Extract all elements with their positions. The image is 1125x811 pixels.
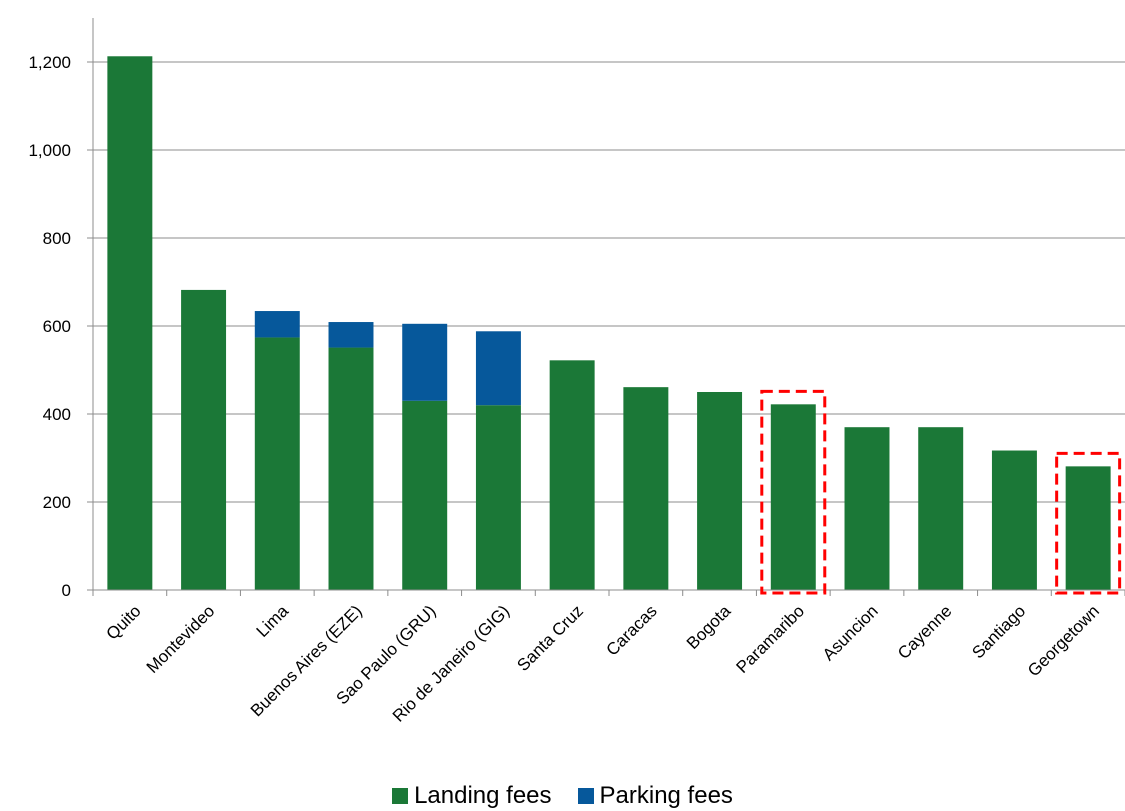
- axes: [87, 18, 1125, 596]
- bar-parking-fees-sao-paulo-gru: [402, 323, 448, 401]
- y-tick-label: 400: [43, 405, 71, 424]
- bar-landing-fees-paramaribo: [770, 404, 816, 590]
- y-tick-label: 200: [43, 493, 71, 512]
- bar-landing-fees-cayenne: [918, 427, 964, 590]
- bars: [107, 56, 1111, 590]
- bar-parking-fees-rio-de-janeiro-gig: [475, 331, 521, 406]
- legend-swatch-landing: [392, 788, 409, 804]
- x-tick-label-quito: Quito: [103, 601, 145, 643]
- highlight-boxes: [760, 389, 1122, 595]
- bar-landing-fees-georgetown: [1065, 466, 1111, 590]
- x-tick-label-santa-cruz: Santa Cruz: [513, 601, 587, 675]
- gridlines: [93, 61, 1125, 503]
- x-tick-label-cayenne: Cayenne: [894, 601, 956, 663]
- highlight-box-paramaribo: [760, 389, 827, 595]
- bar-landing-fees-santiago: [991, 450, 1037, 590]
- x-tick-label-montevideo: Montevideo: [143, 601, 219, 677]
- bar-landing-fees-rio-de-janeiro-gig: [475, 405, 521, 590]
- bar-landing-fees-lima: [254, 337, 300, 590]
- x-tick-label-georgetown: Georgetown: [1024, 601, 1103, 680]
- x-tick-label-paramaribo: Paramaribo: [733, 601, 809, 677]
- bar-parking-fees-lima: [254, 311, 300, 338]
- bar-landing-fees-sao-paulo-gru: [402, 400, 448, 590]
- bar-landing-fees-bogota: [697, 392, 743, 590]
- bar-landing-fees-buenos-aires-eze: [328, 347, 374, 590]
- legend-swatch-parking: [577, 788, 594, 804]
- y-tick-label: 1,200: [28, 53, 71, 72]
- legend: Landing fees Parking fees: [0, 781, 1125, 811]
- bar-landing-fees-montevideo: [181, 289, 227, 590]
- x-tick-label-asuncion: Asuncion: [819, 601, 882, 664]
- x-tick-label-caracas: Caracas: [602, 601, 660, 659]
- legend-label-landing: Landing fees: [414, 782, 552, 809]
- bar-landing-fees-santa-cruz: [549, 360, 595, 590]
- y-tick-label: 1,000: [28, 141, 71, 160]
- bar-landing-fees-asuncion: [844, 427, 890, 590]
- legend-item-landing: Landing fees: [392, 782, 552, 810]
- legend-item-parking: Parking fees: [577, 782, 733, 810]
- x-tick-label-bogota: Bogota: [683, 601, 735, 653]
- bar-parking-fees-buenos-aires-eze: [328, 322, 374, 348]
- y-tick-label: 0: [62, 581, 71, 600]
- x-tick-label-lima: Lima: [253, 601, 293, 641]
- y-tick-labels: 0 200 400 600 800 1,000 1,200: [28, 53, 71, 600]
- bar-landing-fees-caracas: [623, 387, 669, 590]
- y-tick-label: 600: [43, 317, 71, 336]
- legend-label-parking: Parking fees: [599, 782, 733, 809]
- x-tick-label-santiago: Santiago: [968, 601, 1029, 662]
- y-tick-label: 800: [43, 229, 71, 248]
- bar-landing-fees-quito: [107, 56, 153, 590]
